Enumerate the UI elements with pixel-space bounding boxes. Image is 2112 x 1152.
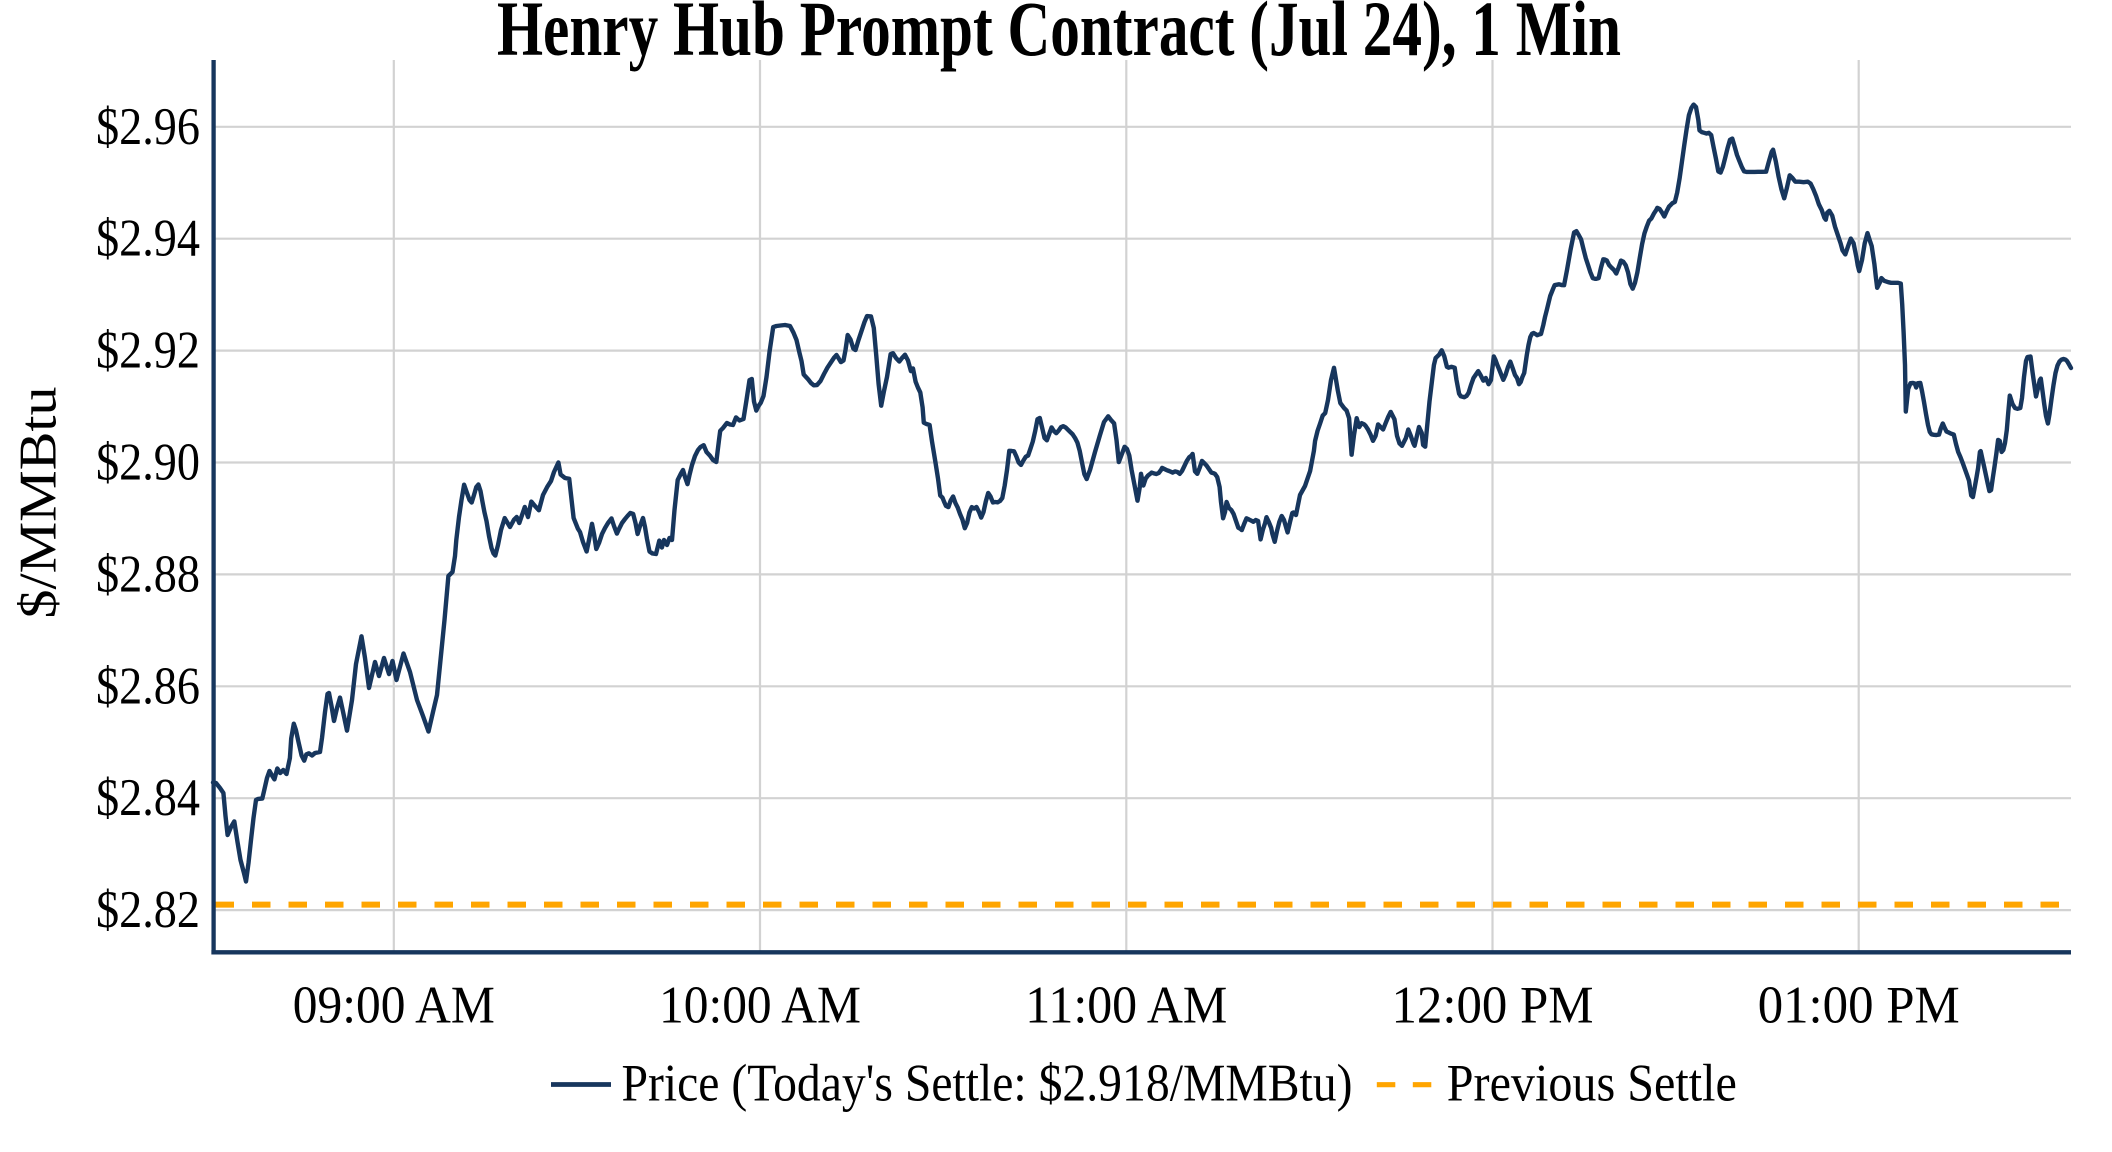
svg-text:$2.94: $2.94 (96, 210, 200, 268)
svg-text:Price (Today's Settle: $2.918/: Price (Today's Settle: $2.918/MMBtu) (622, 1055, 1353, 1113)
svg-text:12:00 PM: 12:00 PM (1392, 977, 1594, 1035)
svg-text:$/MMBtu: $/MMBtu (10, 387, 68, 619)
svg-text:$2.96: $2.96 (96, 98, 200, 156)
svg-text:10:00 AM: 10:00 AM (659, 977, 861, 1035)
svg-text:Previous Settle: Previous Settle (1447, 1055, 1737, 1113)
svg-text:11:00 AM: 11:00 AM (1025, 977, 1227, 1035)
svg-text:$2.92: $2.92 (96, 322, 200, 380)
svg-text:Henry Hub Prompt Contract (Jul: Henry Hub Prompt Contract (Jul 24), 1 Mi… (497, 0, 1621, 72)
svg-text:$2.84: $2.84 (96, 769, 200, 827)
svg-text:$2.86: $2.86 (96, 657, 200, 715)
svg-text:$2.90: $2.90 (96, 434, 200, 492)
svg-text:$2.88: $2.88 (96, 545, 200, 603)
svg-text:01:00 PM: 01:00 PM (1758, 977, 1960, 1035)
svg-text:09:00 AM: 09:00 AM (293, 977, 495, 1035)
svg-text:$2.82: $2.82 (96, 881, 200, 939)
